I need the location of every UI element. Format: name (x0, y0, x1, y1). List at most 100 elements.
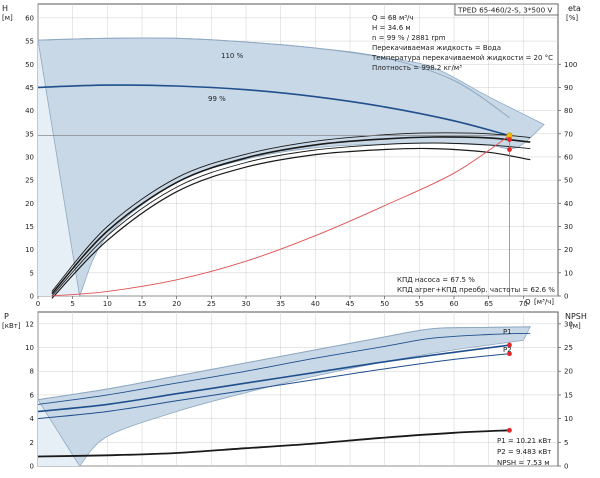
x-tick-label-14: 70 (519, 300, 528, 308)
top-y2-tick-6: 60 (564, 153, 573, 161)
info-block: Q = 68 м³/ч H = 34.6 м n = 99 % / 2881 r… (371, 14, 553, 72)
top-y-tick-11: 55 (25, 38, 34, 46)
bottom-series-group (37, 326, 531, 458)
bottom-y2-unit: [м] (570, 322, 581, 330)
top-y-label: H (2, 4, 8, 13)
info-line-0: Q = 68 м³/ч (372, 14, 414, 22)
x-tick-label-1: 5 (70, 300, 74, 308)
p1-marker (507, 342, 512, 348)
top-y2-unit: [%] (566, 14, 578, 22)
top-y-tick-9: 45 (25, 84, 34, 92)
top-y-tick-8: 40 (25, 107, 34, 115)
curve-label-110: 110 % (221, 52, 244, 60)
info-line-3: Перекачиваемая жидкость = Вода (372, 44, 501, 52)
bottom-series-3 (37, 353, 510, 420)
efficiency-line-0: КПД насоса = 67.5 % (397, 276, 475, 284)
bottom-y2-tick-1: 5 (564, 439, 568, 447)
top-y2-tick-3: 30 (564, 223, 573, 231)
x-tick-label-9: 45 (346, 300, 355, 308)
bottom-y-tick-5: 10 (25, 344, 34, 352)
x-tick-label-12: 60 (450, 300, 459, 308)
x-tick-label-3: 15 (138, 300, 147, 308)
readout-block: P1 = 10.21 кВт P2 = 9.483 кВт NPSH = 7.5… (497, 437, 551, 467)
top-y2-tick-8: 80 (564, 107, 573, 115)
bottom-y2-tick-3: 15 (564, 391, 573, 399)
bottom-y2-tick-2: 10 (564, 415, 573, 423)
top-series-2 (51, 132, 531, 292)
curve-label-p2: P2 (503, 346, 512, 354)
info-line-4: Температура перекачиваемой жидкости = 20… (371, 54, 553, 62)
bottom-ticks: 0 2 4 6 8 10 12 0 5 10 15 20 25 30 (25, 320, 573, 470)
top-y-tick-10: 50 (25, 61, 34, 69)
x-tick-label-6: 30 (242, 300, 251, 308)
info-line-5: Плотность = 998.2 кг/м³ (372, 64, 462, 72)
npsh-marker (507, 427, 512, 433)
bottom-y-tick-1: 2 (30, 439, 34, 447)
bottom-y-tick-2: 4 (30, 415, 35, 423)
bottom-series-4 (37, 429, 510, 458)
top-y-tick-1: 5 (30, 269, 34, 277)
top-series-1 (37, 84, 510, 137)
top-y-tick-4: 20 (25, 200, 34, 208)
curve-label-99: 99 % (208, 95, 226, 103)
bottom-y-label: P (4, 312, 9, 321)
readout-p1: P1 = 10.21 кВт (497, 437, 551, 445)
top-series-4 (51, 142, 531, 297)
bottom-y-unit: [кВт] (2, 322, 21, 330)
top-series-6 (51, 135, 510, 297)
readout-npsh: NPSH = 7.53 м (497, 459, 550, 467)
bottom-y2-tick-6: 30 (564, 320, 573, 328)
bottom-y2-tick-4: 20 (564, 368, 573, 376)
bottom-y2-label: NPSH (565, 312, 587, 321)
top-y2-tick-10: 100 (564, 61, 577, 69)
top-y2-tick-7: 70 (564, 130, 573, 138)
bottom-series-1 (37, 332, 531, 405)
efficiency-marker (507, 147, 512, 152)
top-y-unit: [м] (2, 14, 13, 22)
curve-label-p1: P1 (503, 328, 512, 336)
x-tick-label-13: 65 (484, 300, 493, 308)
bottom-y2-tick-0: 0 (564, 463, 568, 471)
bottom-y2-tick-5: 25 (564, 344, 573, 352)
top-series-0 (37, 37, 510, 119)
bottom-y-tick-6: 12 (25, 320, 34, 328)
bottom-y-tick-3: 6 (30, 391, 35, 399)
x-axis-unit-q: Q (525, 298, 531, 306)
x-tick-label-10: 50 (380, 300, 389, 308)
x-tick-label-5: 25 (207, 300, 216, 308)
top-y2-tick-9: 90 (564, 84, 573, 92)
top-y2-tick-5: 50 (564, 177, 573, 185)
top-y2-tick-2: 20 (564, 246, 573, 254)
efficiency-block: КПД насоса = 67.5 % КПД агрег+КПД преобр… (397, 276, 555, 294)
x-tick-label-11: 55 (415, 300, 424, 308)
top-y-tick-5: 25 (25, 177, 34, 185)
bottom-y-tick-4: 8 (30, 368, 34, 376)
top-y2-tick-4: 40 (564, 200, 573, 208)
top-series-3 (51, 136, 531, 295)
bottom-y-tick-0: 0 (30, 463, 34, 471)
efficiency-line-1: КПД агрег+КПД преобр. частоты = 62.6 % (397, 286, 555, 294)
x-tick-label-4: 20 (172, 300, 181, 308)
x-tick-label-0: 0 (36, 300, 40, 308)
top-y2-label: eta (568, 4, 581, 13)
top-y2-tick-0: 0 (564, 293, 568, 301)
chart-title: TPED 65-460/2-S, 3*500 V (457, 6, 552, 15)
top-y-tick-7: 35 (25, 130, 34, 138)
top-y-tick-6: 30 (25, 153, 34, 161)
bottom-series-2 (37, 344, 510, 413)
x-tick-label-7: 35 (276, 300, 285, 308)
info-line-2: n = 99 % / 2881 rpm (372, 34, 446, 42)
pump-efficiency-marker (507, 137, 512, 142)
title-box (454, 3, 559, 16)
top-y-tick-3: 15 (25, 223, 34, 231)
x-tick-label-2: 10 (103, 300, 112, 308)
x-axis-unit: [м³/ч] (534, 298, 554, 306)
x-tick-label-8: 40 (311, 300, 320, 308)
top-ticks: 0 5 10 15 20 25 30 35 40 45 50 55 60 65 70 0 5 10 15 20 25 30… (25, 14, 577, 308)
markers-group (506, 132, 513, 433)
top-y2-tick-1: 10 (564, 269, 573, 277)
top-y-tick-12: 60 (25, 14, 34, 22)
readout-p2: P2 = 9.483 кВт (497, 448, 551, 456)
